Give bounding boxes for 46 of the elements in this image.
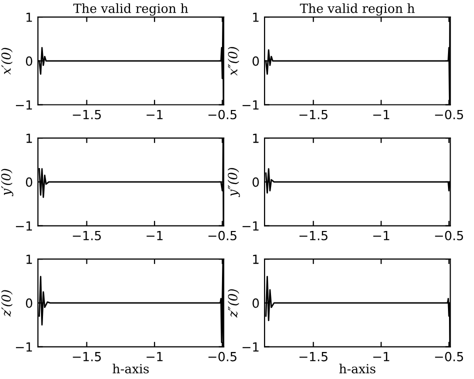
y-axis-title: x′(0) xyxy=(1,48,13,75)
x-tick-label: −1 xyxy=(146,352,163,362)
x-tick-label: −1 xyxy=(373,352,390,362)
y-tick-label: 0 xyxy=(26,177,32,187)
y-tick-label: 0 xyxy=(252,298,259,308)
x-tick-label: −0.5 xyxy=(435,352,464,362)
y-axis-title: x″(0) xyxy=(228,46,240,76)
y-tick-label: 1 xyxy=(253,134,259,143)
y-tick-label: 0 xyxy=(26,298,32,308)
x-tick-label: −1 xyxy=(146,110,163,120)
x-tick-label: −0.5 xyxy=(208,352,236,362)
y-tick-label: −1 xyxy=(16,342,32,352)
x-tick-label: −1 xyxy=(373,110,390,120)
y-tick-label: −1 xyxy=(242,342,259,352)
x-tick-label: −1.5 xyxy=(300,352,328,362)
x-tick-label: −0.5 xyxy=(208,230,236,240)
y-tick-label: 0 xyxy=(26,56,32,66)
x-tick-label: −1 xyxy=(146,231,163,240)
y-tick-label: −1 xyxy=(16,221,32,231)
x-tick-label: −1.5 xyxy=(72,110,101,120)
y-axis-title: y′(0) xyxy=(0,168,14,196)
y-axis-title: z′(0) xyxy=(1,290,13,317)
x-tick-label: −1.5 xyxy=(300,110,328,120)
x-axis-title: h-axis xyxy=(112,364,149,374)
y-tick-label: 1 xyxy=(26,12,32,22)
x-tick-label: −0.5 xyxy=(208,110,236,120)
y-axis-title: z″(0) xyxy=(228,289,240,318)
y-tick-label: −1 xyxy=(16,100,32,110)
y-tick-label: 1 xyxy=(26,134,32,143)
x-tick-label: −0.5 xyxy=(435,230,464,240)
x-tick-label: −1.5 xyxy=(72,352,101,362)
y-tick-label: −1 xyxy=(242,221,259,231)
chart-title: The valid region h xyxy=(73,3,188,16)
chart-title: The valid region h xyxy=(300,3,415,16)
x-tick-label: −1.5 xyxy=(72,231,101,240)
y-tick-label: 1 xyxy=(26,254,32,264)
y-tick-label: −1 xyxy=(242,100,259,110)
x-tick-label: −1.5 xyxy=(300,231,328,240)
y-tick-label: 0 xyxy=(252,177,259,187)
y-axis-title: y″(0) xyxy=(228,168,240,198)
x-axis-title: h-axis xyxy=(339,364,376,374)
x-tick-label: −0.5 xyxy=(435,110,464,120)
y-tick-label: 1 xyxy=(253,12,259,22)
x-tick-label: −1 xyxy=(373,231,390,240)
y-tick-label: 0 xyxy=(252,56,259,66)
y-tick-label: 1 xyxy=(253,254,259,264)
